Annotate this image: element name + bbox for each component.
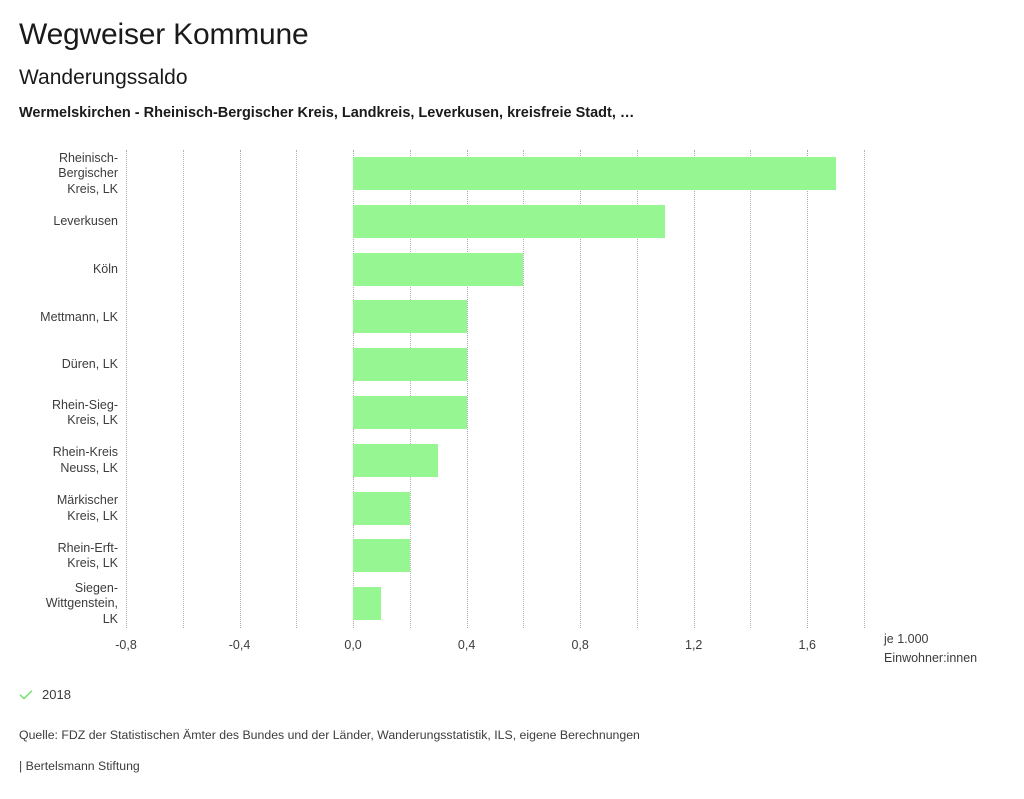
category-label-line: LK (102, 611, 118, 626)
gridline-major (807, 150, 809, 628)
page-title: Wegweiser Kommune (19, 18, 309, 51)
bar-row (126, 246, 864, 294)
publisher-note: | Bertelsmann Stiftung (19, 759, 140, 773)
value-axis-labels: -0,8 -0,4 0,0 0,4 0,8 1,2 1,6 (115, 638, 864, 660)
category-label: Rheinisch- Bergischer Kreis, LK (8, 151, 118, 197)
category-label-line: Rhein-Erft- (57, 540, 118, 555)
x-tick-label: 1,2 (684, 638, 703, 652)
category-label: Leverkusen (8, 214, 118, 229)
category-label: Köln (8, 262, 118, 277)
bar[interactable] (353, 587, 382, 621)
category-label: Düren, LK (8, 357, 118, 372)
chart-subtitle: Wanderungssaldo (19, 66, 188, 89)
bar[interactable] (353, 348, 467, 382)
category-label-line: Bergischer (58, 166, 118, 181)
bar[interactable] (353, 491, 410, 525)
category-label-line: Märkischer (56, 493, 118, 508)
gridline-major (466, 150, 468, 628)
category-label-line: Mettmann, LK (40, 309, 118, 324)
category-label-line: Neuss, LK (60, 460, 118, 475)
bar-row (126, 341, 864, 389)
bar[interactable] (353, 204, 666, 238)
x-tick-label: 0,8 (571, 638, 589, 652)
category-axis-labels: Rheinisch- Bergischer Kreis, LK Leverkusen K… (0, 150, 118, 628)
category-label-line: Köln (92, 261, 118, 276)
bar[interactable] (353, 539, 410, 573)
category-label-line: Siegen- (74, 581, 118, 595)
gridline-minor (864, 150, 865, 628)
gridline-minor (296, 150, 298, 628)
bar-row (126, 580, 864, 628)
category-label: Rhein-Erft- Kreis, LK (8, 541, 118, 572)
gridline-major (580, 150, 582, 628)
axis-unit-line-1: je 1.000 (884, 632, 929, 646)
bar-row (126, 485, 864, 533)
x-tick-label: 0,0 (344, 638, 362, 652)
bar[interactable] (353, 300, 467, 334)
category-label-line: Rhein-Kreis (52, 445, 118, 460)
gridline-minor (636, 150, 638, 628)
category-label-line: Rhein-Sieg- (51, 397, 118, 412)
category-label: Märkischer Kreis, LK (8, 493, 118, 524)
x-tick-label: -0,4 (228, 638, 251, 652)
category-label: Siegen- Wittgenstein, LK (8, 581, 118, 627)
check-icon (19, 688, 33, 702)
gridline-minor (523, 150, 525, 628)
category-label-line: Kreis, LK (67, 412, 118, 427)
gridline-major (353, 150, 355, 628)
gridline-minor (182, 150, 184, 628)
bar[interactable] (353, 157, 836, 190)
category-label-line: Düren, LK (61, 357, 118, 372)
category-label-line: Wittgenstein, (45, 596, 118, 611)
bar-row (126, 389, 864, 437)
axis-unit-line-2: Einwohner:innen (884, 651, 978, 665)
bar[interactable] (353, 443, 439, 477)
bar-row (126, 293, 864, 341)
axis-unit-label: je 1.000 Einwohner:innen (884, 630, 1014, 668)
bar[interactable] (353, 396, 467, 429)
category-label-line: Rheinisch- (58, 150, 118, 165)
category-label-line: Kreis, LK (67, 556, 118, 571)
chart-legend[interactable]: 2018 (19, 687, 71, 702)
gridline-major (239, 150, 241, 628)
category-label: Mettmann, LK (8, 310, 118, 325)
category-label-line: Leverkusen (53, 214, 118, 228)
region-selection-label: Wermelskirchen - Rheinisch-Bergischer Kr… (19, 105, 635, 121)
bar-row (126, 437, 864, 485)
plot-area (126, 150, 865, 628)
legend-item-label: 2018 (42, 687, 71, 702)
category-label: Rhein-Kreis Neuss, LK (8, 445, 118, 476)
category-label: Rhein-Sieg- Kreis, LK (8, 398, 118, 429)
source-note: Quelle: FDZ der Statistischen Ämter des … (19, 728, 640, 742)
bar-row (126, 150, 864, 198)
category-label-line: Kreis, LK (67, 181, 118, 196)
gridline-major (693, 150, 695, 628)
bar-row (126, 532, 864, 580)
x-tick-label: -0,8 (115, 638, 137, 652)
x-tick-label: 0,4 (457, 638, 476, 652)
gridline-major (126, 150, 127, 628)
category-label-line: Kreis, LK (67, 508, 118, 523)
x-tick-label: 1,6 (798, 638, 816, 652)
bar-row (126, 198, 864, 246)
gridline-minor (409, 150, 411, 628)
gridline-minor (750, 150, 752, 628)
bar[interactable] (353, 252, 524, 286)
